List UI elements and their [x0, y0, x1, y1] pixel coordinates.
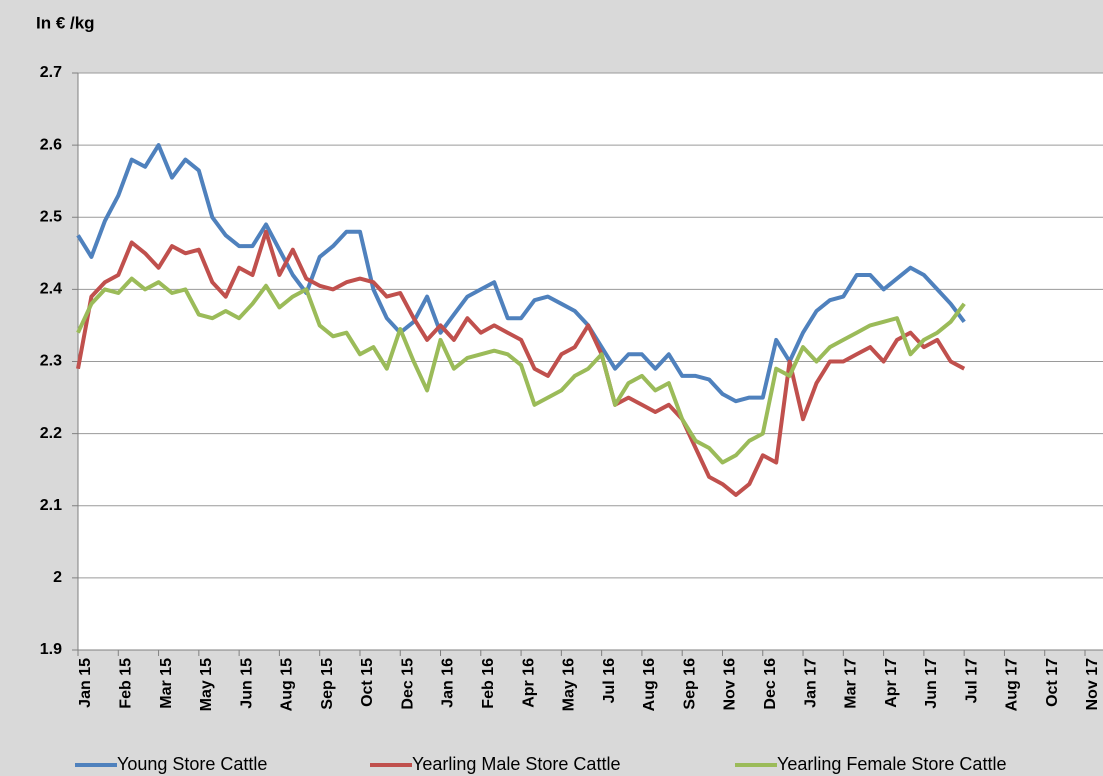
x-tick-label: Jan 16: [440, 658, 457, 708]
x-tick-label: Apr 16: [520, 658, 537, 708]
x-tick-label: Aug 15: [279, 658, 296, 711]
x-tick-label: Jan 17: [802, 658, 819, 708]
series-line: [76, 229, 966, 497]
y-tick-label: 2: [53, 569, 62, 586]
y-tick-label: 1.9: [40, 641, 62, 658]
x-tick-label: Mar 15: [158, 658, 175, 709]
legend-label: Yearling Male Store Cattle: [412, 754, 620, 774]
y-tick-label: 2.7: [40, 64, 62, 81]
x-tick-label: Jun 15: [238, 658, 255, 709]
x-tick-label: May 15: [198, 658, 215, 711]
series-line: [76, 276, 966, 465]
x-tick-label: Oct 15: [359, 658, 376, 707]
x-tick-label: Jan 15: [77, 658, 94, 708]
x-tick-label: Aug 16: [641, 658, 658, 711]
x-tick-label: Mar 17: [843, 658, 860, 709]
series-line: [76, 143, 966, 404]
x-tick-label: Nov 17: [1084, 658, 1101, 711]
x-tick-label: Sep 15: [319, 658, 336, 710]
x-tick-label: Feb 16: [480, 658, 497, 709]
x-tick-label: Jun 17: [923, 658, 940, 709]
y-tick-label: 2.5: [40, 208, 62, 225]
y-tick-label: 2.6: [40, 136, 62, 153]
x-tick-label: Nov 16: [722, 658, 739, 711]
y-tick-label: 2.1: [40, 497, 62, 514]
x-tick-label: Aug 17: [1004, 658, 1021, 711]
x-tick-label: Dec 16: [762, 658, 779, 710]
x-tick-label: May 16: [561, 658, 578, 711]
y-tick-label: 2.3: [40, 353, 62, 370]
x-tick-label: Apr 17: [883, 658, 900, 708]
y-tick-label: 2.2: [40, 425, 62, 442]
y-tick-label: 2.4: [40, 281, 62, 298]
legend-label: Young Store Cattle: [117, 754, 267, 774]
x-tick-label: Feb 15: [117, 658, 134, 709]
y-axis-label: In € /kg: [36, 13, 95, 32]
x-tick-label: Oct 17: [1044, 658, 1061, 707]
x-tick-label: Sep 16: [681, 658, 698, 710]
x-tick-label: Jul 16: [601, 658, 618, 703]
legend-label: Yearling Female Store Cattle: [777, 754, 1006, 774]
x-tick-label: Dec 15: [399, 658, 416, 710]
x-tick-label: Jul 17: [963, 658, 980, 703]
